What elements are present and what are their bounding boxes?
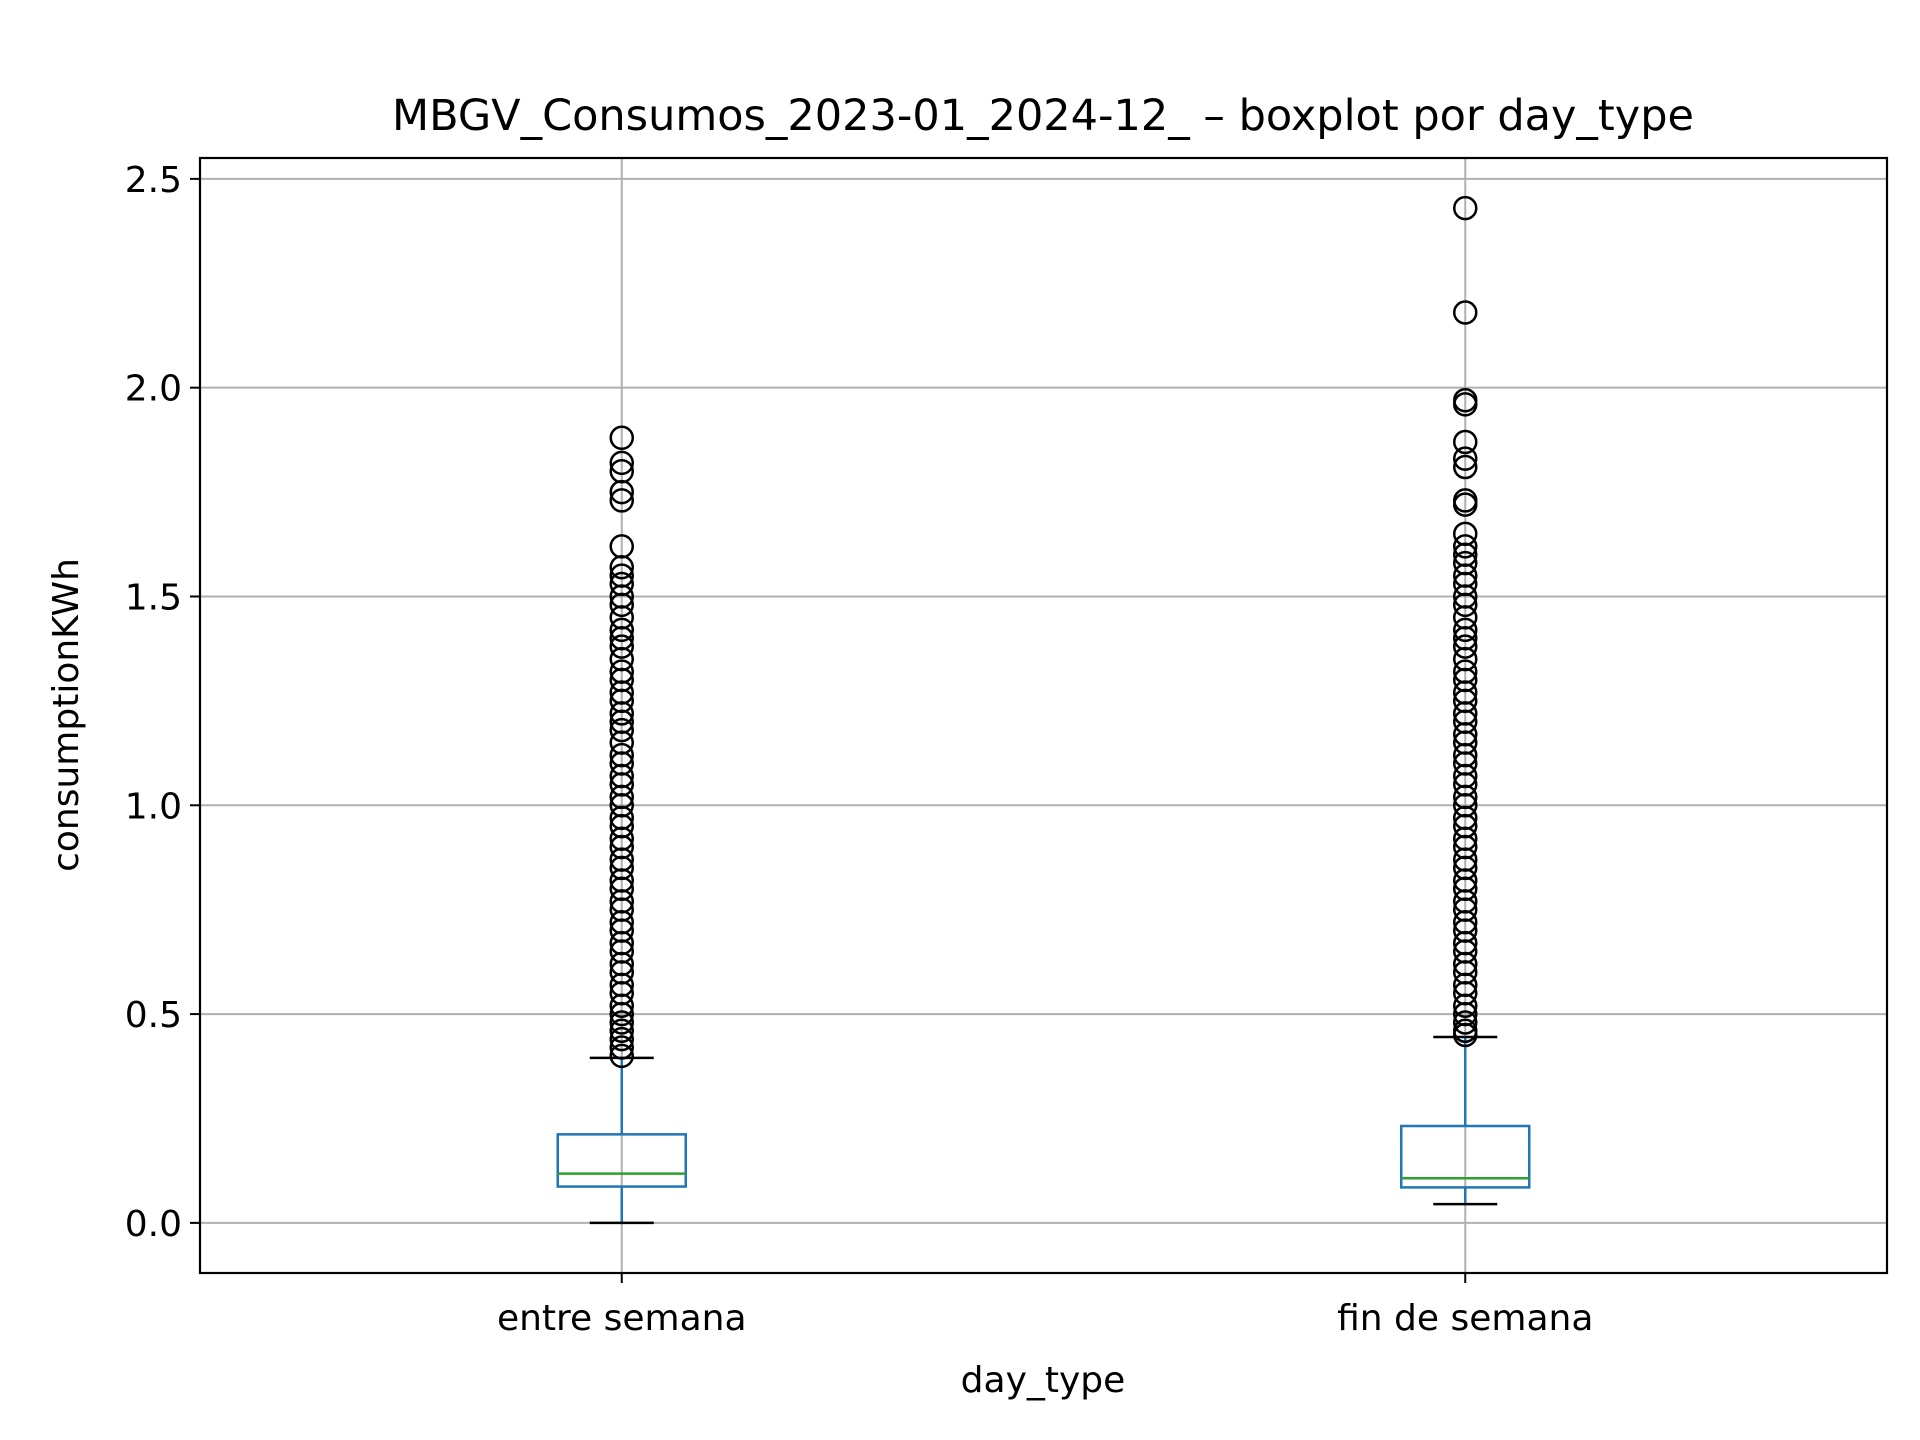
outlier-point [609,555,634,580]
outlier-point [1453,195,1478,221]
iqr-box [1400,1124,1531,1189]
outlier-point [609,634,634,659]
outlier-point [1453,446,1478,471]
outlier-point [609,488,634,513]
outlier-point [1453,592,1478,618]
y-tick-label: 2.5 [125,160,182,201]
box-group [556,425,687,1225]
y-tick-label: 1.5 [125,577,182,618]
plot-area-frame [198,156,1889,1275]
outlier-point [609,717,634,743]
outlier-point [1453,454,1478,480]
outlier-point [1453,617,1478,643]
outlier-point [609,1035,634,1060]
outlier-point [1453,993,1478,1018]
outlier-point [609,425,634,451]
outlier-point [609,993,634,1018]
grid-layer [200,158,1887,1273]
outlier-point [609,701,634,726]
outlier-point [609,1001,634,1027]
outlier-point [609,592,634,618]
y-tick-label: 1.0 [125,786,182,827]
boxes-layer [556,195,1531,1225]
x-tick-label: entre semana [497,1298,747,1339]
outlier-point [609,479,634,505]
ticks-layer: 0.0 0.5 1.0 1.5 2.0 2.5 entre semana fin de sem… [125,160,1594,1339]
outlier-point [1453,300,1478,325]
outlier-point [609,1043,634,1069]
outlier-point [609,450,634,476]
outlier-point [1453,1022,1478,1048]
chart-title: MBGV_Consumos_2023-01_2024-12_ – boxplot… [392,91,1694,141]
outlier-point [1453,1010,1478,1035]
outlier-point [609,1018,634,1044]
outlier-point [1453,392,1478,417]
iqr-box [556,1133,687,1188]
y-axis-label: consumptionKWh [46,558,87,872]
outlier-point [1453,634,1478,659]
outlier-point [609,617,634,643]
y-tick-label: 2.0 [125,369,182,410]
outlier-point [609,1010,634,1035]
outlier-point [1453,534,1478,559]
outlier-point [609,1026,634,1052]
x-tick-label: fin de semana [1337,1298,1593,1339]
outlier-point [1453,429,1478,455]
x-axis-label: day_type [961,1360,1126,1401]
y-tick-label: 0.5 [125,995,182,1036]
y-tick-label: 0.0 [125,1204,182,1245]
box-group [1400,195,1531,1206]
outlier-point [1453,492,1478,517]
